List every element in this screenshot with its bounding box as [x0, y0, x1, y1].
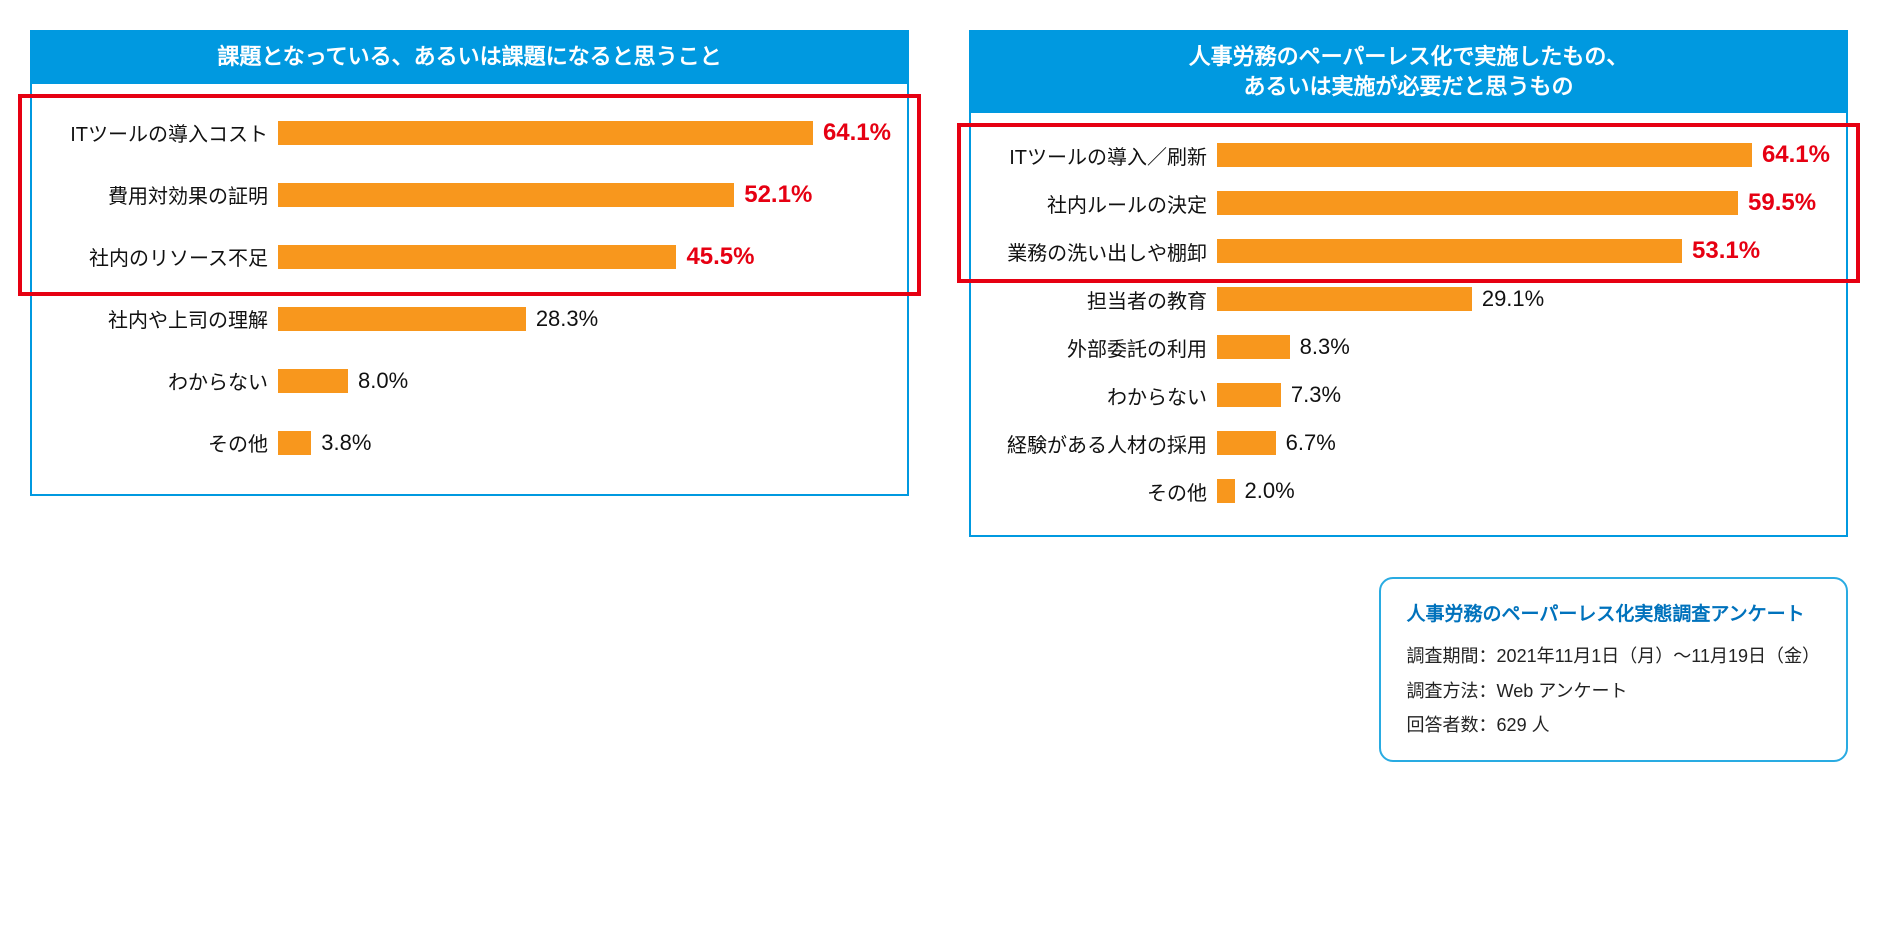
chart-row: その他 3.8% — [48, 412, 891, 474]
chart-value: 45.5% — [686, 243, 754, 271]
chart-value: 52.1% — [744, 181, 812, 209]
chart-row-bar-wrap: 3.8% — [278, 430, 891, 456]
charts-container: 課題となっている、あるいは課題になると思うこと ITツールの導入コスト 64.1%… — [30, 30, 1848, 762]
chart-row-label: 費用対効果の証明 — [48, 180, 278, 209]
chart-value: 8.3% — [1300, 334, 1350, 360]
chart-bar — [1217, 431, 1276, 455]
chart-row-label: 担当者の教育 — [987, 285, 1217, 314]
chart-row-label: 外部委託の利用 — [987, 333, 1217, 362]
chart-row-label: 社内のリソース不足 — [48, 242, 278, 271]
chart-row-bar-wrap: 8.3% — [1217, 334, 1830, 360]
chart-bar — [278, 369, 348, 393]
chart-row: 担当者の教育 29.1% — [987, 275, 1830, 323]
right-panel-body: ITツールの導入／刷新 64.1% 社内ルールの決定 59.5% 業務の洗い出しや棚卸 5… — [969, 113, 1848, 537]
chart-row: 外部委託の利用 8.3% — [987, 323, 1830, 371]
chart-bar — [278, 431, 311, 455]
chart-row-label: 社内や上司の理解 — [48, 304, 278, 333]
chart-bar — [1217, 383, 1281, 407]
chart-bar — [1217, 479, 1235, 503]
survey-info-line: 調査期間：2021年11月1日（月）～11月19日（金） — [1407, 639, 1820, 673]
chart-row: 経験がある人材の採用 6.7% — [987, 419, 1830, 467]
chart-row: 社内のリソース不足 45.5% — [48, 226, 891, 288]
chart-row-label: 業務の洗い出しや棚卸 — [987, 237, 1217, 266]
chart-value: 3.8% — [321, 430, 371, 456]
chart-row-bar-wrap: 6.7% — [1217, 430, 1830, 456]
chart-row: わからない 7.3% — [987, 371, 1830, 419]
survey-info-title: 人事労務のペーパーレス化実態調査アンケート — [1407, 597, 1820, 633]
chart-row-label: 経験がある人材の採用 — [987, 429, 1217, 458]
survey-info-lines: 調査期間：2021年11月1日（月）～11月19日（金）調査方法：Web アンケ… — [1407, 639, 1820, 742]
chart-bar — [1217, 335, 1290, 359]
chart-row-bar-wrap: 29.1% — [1217, 286, 1830, 312]
left-panel-title: 課題となっている、あるいは課題になると思うこと — [30, 30, 909, 84]
chart-bar — [1217, 191, 1738, 215]
chart-row-label: ITツールの導入／刷新 — [987, 141, 1217, 170]
chart-bar — [278, 307, 526, 331]
chart-value: 7.3% — [1291, 382, 1341, 408]
chart-value: 28.3% — [536, 306, 598, 332]
chart-row-bar-wrap: 45.5% — [278, 243, 891, 271]
chart-bar — [278, 121, 813, 145]
chart-row: ITツールの導入／刷新 64.1% — [987, 131, 1830, 179]
chart-row: 社内や上司の理解 28.3% — [48, 288, 891, 350]
chart-bar — [1217, 239, 1682, 263]
chart-row: 社内ルールの決定 59.5% — [987, 179, 1830, 227]
chart-bar — [1217, 287, 1472, 311]
chart-row-label: ITツールの導入コスト — [48, 118, 278, 147]
right-panel-title: 人事労務のペーパーレス化で実施したもの、あるいは実施が必要だと思うもの — [969, 30, 1848, 113]
chart-row-label: わからない — [987, 381, 1217, 410]
chart-row-bar-wrap: 7.3% — [1217, 382, 1830, 408]
chart-row-bar-wrap: 64.1% — [1217, 141, 1830, 169]
chart-row-label: わからない — [48, 366, 278, 395]
chart-row-bar-wrap: 2.0% — [1217, 478, 1830, 504]
right-panel: 人事労務のペーパーレス化で実施したもの、あるいは実施が必要だと思うもの ITツー… — [969, 30, 1848, 762]
survey-info-box: 人事労務のペーパーレス化実態調査アンケート 調査期間：2021年11月1日（月）… — [1379, 577, 1848, 762]
chart-row: 業務の洗い出しや棚卸 53.1% — [987, 227, 1830, 275]
chart-value: 64.1% — [823, 119, 891, 147]
right-chart-rows: ITツールの導入／刷新 64.1% 社内ルールの決定 59.5% 業務の洗い出しや棚卸 5… — [987, 131, 1830, 515]
chart-row-bar-wrap: 59.5% — [1217, 189, 1830, 217]
chart-value: 6.7% — [1286, 430, 1336, 456]
chart-row-label: その他 — [987, 477, 1217, 506]
chart-value: 2.0% — [1245, 478, 1295, 504]
chart-value: 29.1% — [1482, 286, 1544, 312]
left-chart-rows: ITツールの導入コスト 64.1% 費用対効果の証明 52.1% 社内のリソース不足 45… — [48, 102, 891, 474]
chart-row-label: 社内ルールの決定 — [987, 189, 1217, 218]
chart-row-bar-wrap: 52.1% — [278, 181, 891, 209]
chart-row-label: その他 — [48, 428, 278, 457]
chart-row-bar-wrap: 64.1% — [278, 119, 891, 147]
chart-bar — [1217, 143, 1752, 167]
left-panel: 課題となっている、あるいは課題になると思うこと ITツールの導入コスト 64.1%… — [30, 30, 909, 496]
survey-info-line: 回答者数：629 人 — [1407, 708, 1820, 742]
chart-row-bar-wrap: 53.1% — [1217, 237, 1830, 265]
chart-value: 64.1% — [1762, 141, 1830, 169]
chart-row-bar-wrap: 28.3% — [278, 306, 891, 332]
chart-value: 59.5% — [1748, 189, 1816, 217]
chart-bar — [278, 183, 734, 207]
chart-row: 費用対効果の証明 52.1% — [48, 164, 891, 226]
left-panel-body: ITツールの導入コスト 64.1% 費用対効果の証明 52.1% 社内のリソース不足 45… — [30, 84, 909, 496]
chart-row: その他 2.0% — [987, 467, 1830, 515]
survey-info-line: 調査方法：Web アンケート — [1407, 674, 1820, 708]
chart-row-bar-wrap: 8.0% — [278, 368, 891, 394]
chart-row: わからない 8.0% — [48, 350, 891, 412]
chart-row: ITツールの導入コスト 64.1% — [48, 102, 891, 164]
chart-value: 8.0% — [358, 368, 408, 394]
chart-bar — [278, 245, 676, 269]
chart-value: 53.1% — [1692, 237, 1760, 265]
